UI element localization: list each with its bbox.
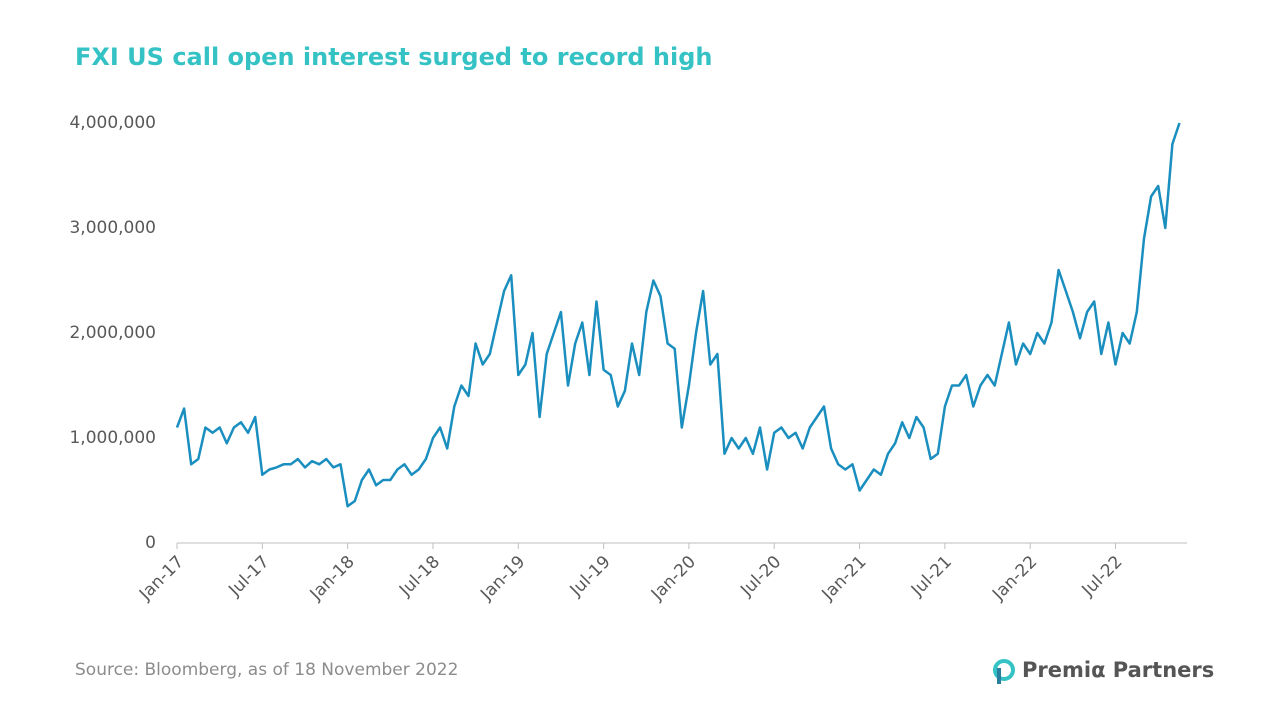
logo-text: Premiα Partners: [1022, 658, 1214, 682]
x-tick-label: Jul-17: [224, 552, 273, 601]
y-tick-label: 4,000,000: [69, 113, 156, 133]
source-note: Source: Bloomberg, as of 18 November 202…: [75, 660, 458, 680]
data-line: [175, 122, 1181, 508]
x-tick-label: Jan-18: [306, 552, 359, 605]
x-tick-label: Jul-18: [395, 552, 444, 601]
x-tick-label: Jan-21: [818, 552, 871, 605]
x-tick-label: Jan-20: [647, 552, 700, 605]
y-tick-label: 3,000,000: [69, 218, 156, 238]
chart-title: FXI US call open interest surged to reco…: [75, 43, 713, 71]
x-tick-label: Jul-19: [566, 552, 615, 601]
y-tick-label: 1,000,000: [69, 428, 156, 448]
y-tick-label: 2,000,000: [69, 323, 156, 343]
x-tick-label: Jan-17: [135, 552, 188, 605]
x-tick-label: Jan-19: [476, 552, 529, 605]
logo-icon: [993, 659, 1015, 684]
y-tick-label: 0: [145, 533, 156, 553]
x-tick-label: Jul-22: [1078, 552, 1127, 601]
x-tick-label: Jul-21: [907, 552, 956, 601]
x-tick-label: Jul-20: [736, 552, 785, 601]
x-tick-label: Jan-22: [988, 552, 1041, 605]
